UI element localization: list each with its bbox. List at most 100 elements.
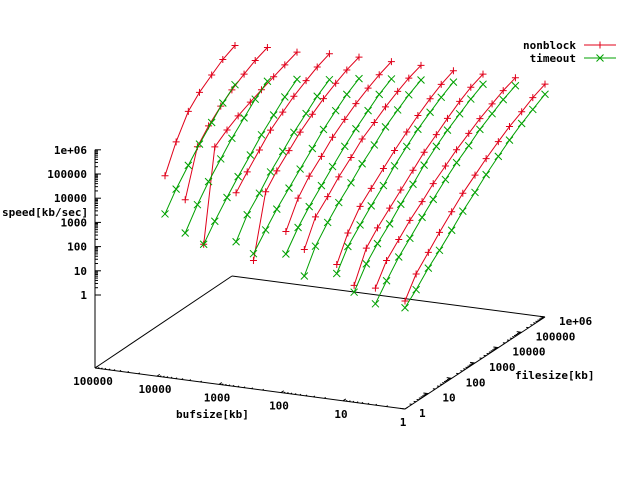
timeout-point	[364, 106, 372, 115]
x-minor-tick	[286, 392, 289, 394]
timeout-point	[393, 106, 402, 114]
timeout-point	[269, 111, 278, 119]
timeout-point	[409, 180, 417, 189]
timeout-point	[414, 125, 422, 134]
timeout-point	[494, 152, 503, 161]
timeout-point	[356, 221, 364, 229]
nonblock-point	[311, 213, 319, 221]
timeout-point	[464, 141, 473, 150]
timeout-point	[466, 95, 475, 103]
nonblock-point	[184, 107, 192, 115]
x-minor-tick	[313, 395, 316, 398]
timeout-point	[218, 99, 227, 107]
nonblock-point	[403, 128, 411, 136]
nonblock-point	[255, 146, 263, 154]
x-tick-mark	[218, 382, 223, 385]
timeout-point	[367, 201, 376, 210]
timeout-point	[305, 202, 314, 211]
y-tick-label: 1	[419, 407, 426, 420]
timeout-point	[257, 130, 266, 139]
nonblock-point	[453, 146, 461, 154]
y-tick-label: 100000	[536, 330, 576, 343]
timeout-point	[471, 188, 479, 197]
nonblock-point	[364, 84, 372, 92]
timeout-point	[172, 185, 180, 193]
x-minor-tick	[162, 375, 165, 378]
y-tick-mark	[399, 407, 406, 410]
nonblock-point	[234, 112, 242, 120]
nonblock-point	[305, 172, 313, 180]
y-tick-mark	[423, 392, 429, 395]
z-tick-label: 100000	[47, 168, 87, 181]
nonblock-point	[302, 77, 310, 85]
timeout-point	[449, 78, 458, 86]
timeout-point	[317, 181, 326, 190]
timeout-point	[424, 264, 433, 272]
nonblock-point	[401, 297, 409, 305]
timeout-point	[350, 288, 358, 297]
timeout-point	[394, 253, 403, 261]
timeout-point	[246, 151, 255, 159]
timeout-point	[285, 184, 293, 193]
series-nonblock	[161, 42, 549, 305]
x-minor-tick	[159, 375, 162, 377]
nonblock-point	[412, 270, 420, 278]
z-tick-label: 100	[67, 241, 87, 254]
timeout-point	[325, 75, 334, 84]
x-minor-tick	[127, 370, 130, 373]
timeout-line	[303, 79, 422, 277]
timeout-point	[455, 109, 464, 118]
chart-plot-area	[161, 42, 549, 312]
chart-axis-labels: bufsize[kb] filesize[kb] speed[kb/sec]	[2, 206, 594, 421]
nonblock-point	[418, 198, 426, 206]
x-minor-tick	[100, 367, 103, 370]
y-tick-label: 10	[442, 392, 455, 405]
nonblock-point	[290, 92, 298, 100]
x-minor-tick	[224, 383, 227, 386]
timeout-point	[417, 76, 425, 84]
timeout-point	[370, 141, 379, 149]
nonblock-point	[367, 184, 375, 192]
nonblock-point	[356, 202, 364, 210]
x-minor-tick	[361, 401, 364, 404]
timeout-point	[352, 124, 360, 133]
nonblock-point	[223, 126, 231, 134]
nonblock-point	[441, 162, 449, 170]
nonblock-point	[375, 71, 383, 79]
timeout-point	[511, 81, 520, 90]
x-minor-tick	[200, 380, 203, 383]
nonblock-point	[308, 110, 316, 118]
nonblock-point	[391, 146, 399, 154]
timeout-point	[216, 155, 225, 163]
y-tick-label: 100	[466, 376, 486, 389]
timeout-point	[210, 217, 219, 226]
timeout-point	[426, 108, 434, 117]
nonblock-point	[494, 138, 502, 146]
timeout-point	[342, 90, 351, 99]
nonblock-point	[479, 70, 487, 78]
timeout-point	[319, 125, 328, 134]
x-minor-tick	[119, 369, 122, 372]
nonblock-point	[172, 138, 180, 146]
nonblock-point	[381, 103, 389, 111]
nonblock-point	[370, 118, 378, 126]
timeout-point	[402, 142, 411, 151]
nonblock-point	[394, 87, 402, 95]
nonblock-line	[285, 61, 392, 232]
nonblock-point	[459, 189, 467, 197]
timeout-point	[334, 198, 343, 207]
x-minor-tick	[305, 394, 308, 397]
x-tick-label: 100000	[73, 375, 113, 388]
y-tick-label: 1e+06	[559, 315, 592, 328]
legend-label-nonblock: nonblock	[523, 39, 576, 52]
y-axis-label: filesize[kb]	[515, 369, 594, 382]
timeout-point	[199, 240, 208, 249]
chart-axes: 1101001000100001000001e+0611010010001000…	[47, 144, 592, 429]
timeout-point	[204, 177, 213, 186]
nonblock-point	[279, 108, 287, 116]
timeout-point	[344, 242, 352, 251]
timeout-point	[294, 223, 302, 232]
timeout-point	[181, 229, 190, 237]
timeout-point	[347, 178, 355, 187]
timeout-point	[517, 119, 526, 128]
